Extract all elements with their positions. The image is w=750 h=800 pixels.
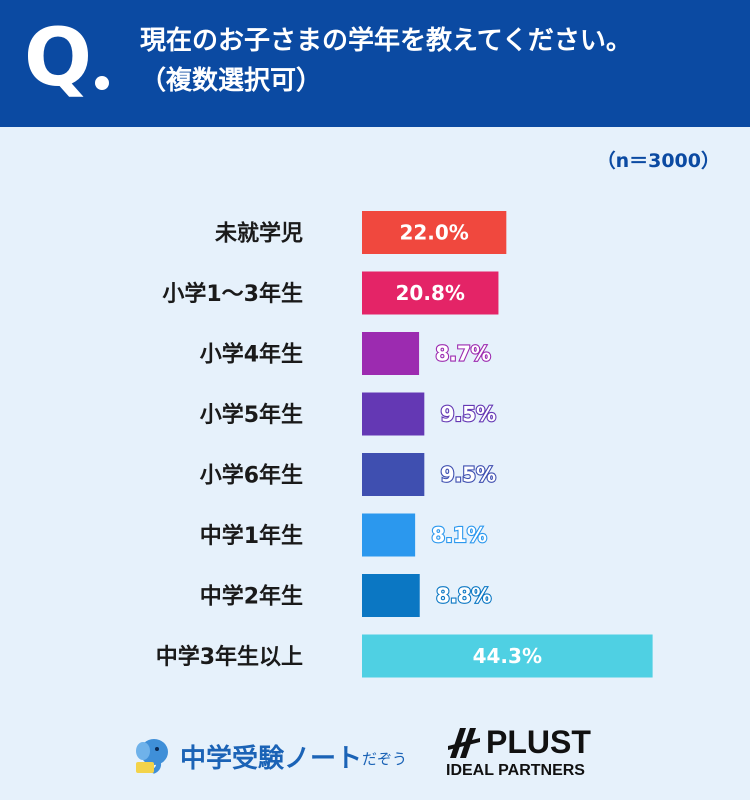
category-label: 小学1〜3年生	[162, 281, 303, 307]
chugaku-juken-note-logo: 中学受験ノート だぞう	[132, 735, 422, 775]
plust-subtitle: IDEAL PARTNERS	[446, 762, 585, 779]
category-label: 中学2年生	[200, 584, 303, 610]
value-label: 8.1%	[431, 523, 486, 547]
category-label: 小学5年生	[200, 402, 303, 428]
question-text: 現在のお子さまの学年を教えてください。	[140, 26, 632, 56]
logo1-text: 中学受験ノート	[180, 744, 363, 774]
category-label: 中学3年生以上	[156, 644, 303, 670]
plust-logo: PLUST IDEAL PARTNERS	[446, 724, 606, 784]
bar	[362, 453, 425, 496]
question-header: Q 現在のお子さまの学年を教えてください。 （複数選択可）	[0, 0, 750, 127]
bar-chart: 未就学児 22.0% 小学1〜3年生 20.8% 小学4年生 8.7% 小学5年生 9.5% 小…	[156, 211, 653, 678]
question-note: （複数選択可）	[140, 66, 323, 96]
category-label: 小学6年生	[200, 463, 303, 489]
q-dot-icon	[95, 76, 109, 90]
value-label: 44.3%	[473, 644, 542, 668]
logo1-suffix: だぞう	[362, 750, 408, 768]
bar	[362, 513, 416, 557]
value-label: 8.8%	[436, 584, 491, 608]
category-label: 未就学児	[215, 221, 303, 247]
value-label: 22.0%	[399, 221, 468, 245]
plust-name: PLUST	[486, 724, 591, 760]
value-label: 9.5%	[441, 402, 496, 426]
category-label: 小学4年生	[200, 342, 303, 368]
bar	[362, 392, 425, 436]
elephant-mascot-icon	[136, 739, 168, 774]
bar	[362, 332, 420, 375]
bar	[362, 634, 653, 678]
value-label: 8.7%	[435, 342, 490, 366]
value-label: 20.8%	[396, 281, 465, 305]
q-mark: Q	[24, 11, 93, 104]
category-label: 中学1年生	[200, 523, 303, 549]
plust-mark-icon	[448, 728, 480, 758]
bar	[362, 271, 499, 315]
bar	[362, 211, 507, 254]
value-label: 9.5%	[441, 463, 496, 487]
bar	[362, 574, 420, 617]
sample-size: （n＝3000）	[596, 150, 720, 172]
